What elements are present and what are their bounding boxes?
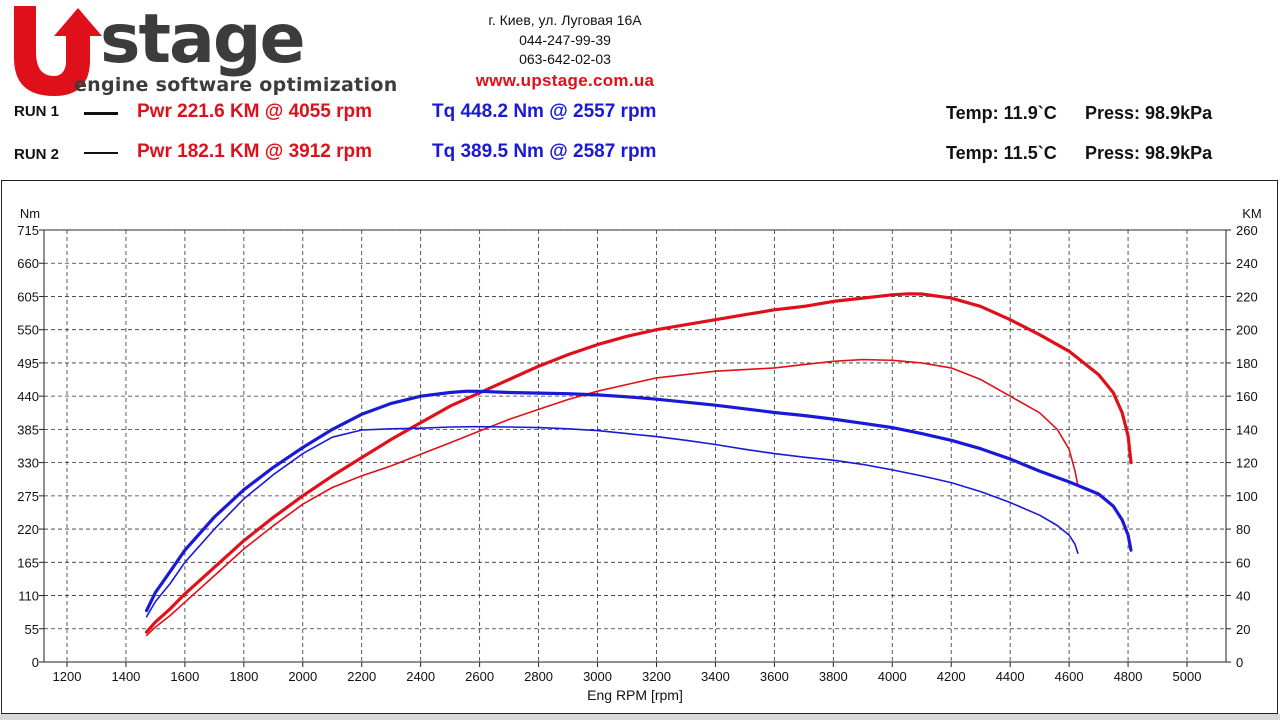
bottom-bar — [0, 714, 1280, 720]
run-2-temp: Temp: 11.5`C — [946, 143, 1057, 163]
y-left-tick-label: 495 — [17, 356, 39, 371]
power-curve-run-2 — [145, 358, 1079, 637]
y-left-tick-label: 330 — [17, 456, 39, 471]
torque-curve-run-1 — [145, 389, 1133, 613]
x-tick-label: 4000 — [878, 669, 907, 684]
y-right-tick-label: 80 — [1236, 522, 1250, 537]
y-right-tick-label: 140 — [1236, 422, 1258, 437]
y-right-tick-label: 220 — [1236, 289, 1258, 304]
run-1-temp: Temp: 11.9`C — [946, 103, 1057, 123]
y-right-tick-label: 120 — [1236, 456, 1258, 471]
y-right-tick-label: 240 — [1236, 256, 1258, 271]
y-right-tick-label: 60 — [1236, 555, 1250, 570]
run-1-power: Pwr 221.6 KM @ 4055 rpm — [137, 101, 373, 122]
y-left-tick-label: 385 — [17, 422, 39, 437]
x-tick-label: 4800 — [1114, 669, 1143, 684]
y-left-tick-label: 440 — [17, 389, 39, 404]
x-tick-label: 2800 — [524, 669, 553, 684]
y-right-tick-label: 40 — [1236, 589, 1250, 604]
y-left-tick-label: 165 — [17, 555, 39, 570]
y-right-axis-label: KM — [1242, 206, 1262, 221]
torque-curve-run-2 — [145, 425, 1079, 618]
chart-frame — [1, 180, 1278, 714]
address: г. Киев, ул. Луговая 16А — [488, 12, 642, 28]
x-tick-label: 2600 — [465, 669, 494, 684]
x-tick-label: 3600 — [760, 669, 789, 684]
svg-text:engine software optimization: engine software optimization — [74, 74, 398, 96]
y-left-tick-label: 275 — [17, 489, 39, 504]
x-tick-label: 1200 — [53, 669, 82, 684]
x-tick-label: 4200 — [937, 669, 966, 684]
y-right-tick-label: 160 — [1236, 389, 1258, 404]
x-tick-label: 1600 — [170, 669, 199, 684]
y-left-tick-label: 715 — [17, 223, 39, 238]
x-tick-label: 1400 — [111, 669, 140, 684]
run-2-press: Press: 98.9kPa — [1085, 143, 1213, 163]
x-tick-label: 2000 — [288, 669, 317, 684]
x-axis-label: Eng RPM [rpm] — [587, 687, 683, 703]
y-left-tick-label: 660 — [17, 256, 39, 271]
run-2-summary: RUN 2 Pwr 182.1 KM @ 3912 rpm Tq 389.5 N… — [0, 141, 1280, 171]
run-2-power: Pwr 182.1 KM @ 3912 rpm — [137, 141, 373, 162]
x-tick-label: 4600 — [1055, 669, 1084, 684]
phone-2: 063-642-02-03 — [519, 51, 611, 67]
y-left-tick-label: 110 — [18, 589, 39, 604]
run-2-torque: Tq 389.5 Nm @ 2587 rpm — [432, 141, 657, 162]
x-tick-label: 3400 — [701, 669, 730, 684]
x-tick-label: 3800 — [819, 669, 848, 684]
run-1-press: Press: 98.9kPa — [1085, 103, 1213, 123]
y-right-tick-label: 100 — [1236, 489, 1258, 504]
x-tick-label: 4400 — [996, 669, 1025, 684]
y-right-tick-label: 0 — [1236, 655, 1243, 670]
run-1-label: RUN 1 — [14, 103, 60, 120]
y-left-tick-label: 605 — [17, 289, 39, 304]
run-2-label: RUN 2 — [14, 146, 60, 163]
svg-text:stage: stage — [100, 2, 304, 79]
y-left-tick-label: 55 — [25, 622, 39, 637]
y-right-tick-label: 20 — [1236, 622, 1250, 637]
x-tick-label: 2200 — [347, 669, 376, 684]
plot-area — [43, 229, 1227, 663]
y-right-tick-label: 180 — [1236, 356, 1258, 371]
y-left-tick-label: 220 — [17, 522, 39, 537]
run-1-torque: Tq 448.2 Nm @ 2557 rpm — [432, 101, 657, 122]
y-left-axis-label: Nm — [20, 206, 40, 221]
y-left-tick-label: 0 — [32, 655, 39, 670]
phone-1: 044-247-99-39 — [519, 32, 611, 48]
power-curve-run-1 — [145, 292, 1133, 634]
run-1-line-sample — [84, 112, 118, 115]
x-tick-label: 1800 — [229, 669, 258, 684]
x-tick-label: 2400 — [406, 669, 435, 684]
y-right-tick-label: 260 — [1236, 223, 1258, 238]
x-tick-label: 5000 — [1173, 669, 1202, 684]
run-1-summary: RUN 1 Pwr 221.6 KM @ 4055 rpm Tq 448.2 N… — [0, 101, 1280, 131]
y-right-tick-label: 200 — [1236, 323, 1258, 338]
run-2-line-sample — [84, 152, 118, 154]
upstage-logo: stage engine software optimization — [14, 2, 398, 96]
y-left-tick-label: 550 — [17, 323, 39, 338]
dyno-chart: 1200 1400 1600 1800 2000 2200 2400 2600 2800 3000… — [17, 206, 1262, 703]
x-tick-label: 3200 — [642, 669, 671, 684]
x-tick-label: 3000 — [583, 669, 612, 684]
website-link[interactable]: www.upstage.com.ua — [475, 71, 655, 90]
